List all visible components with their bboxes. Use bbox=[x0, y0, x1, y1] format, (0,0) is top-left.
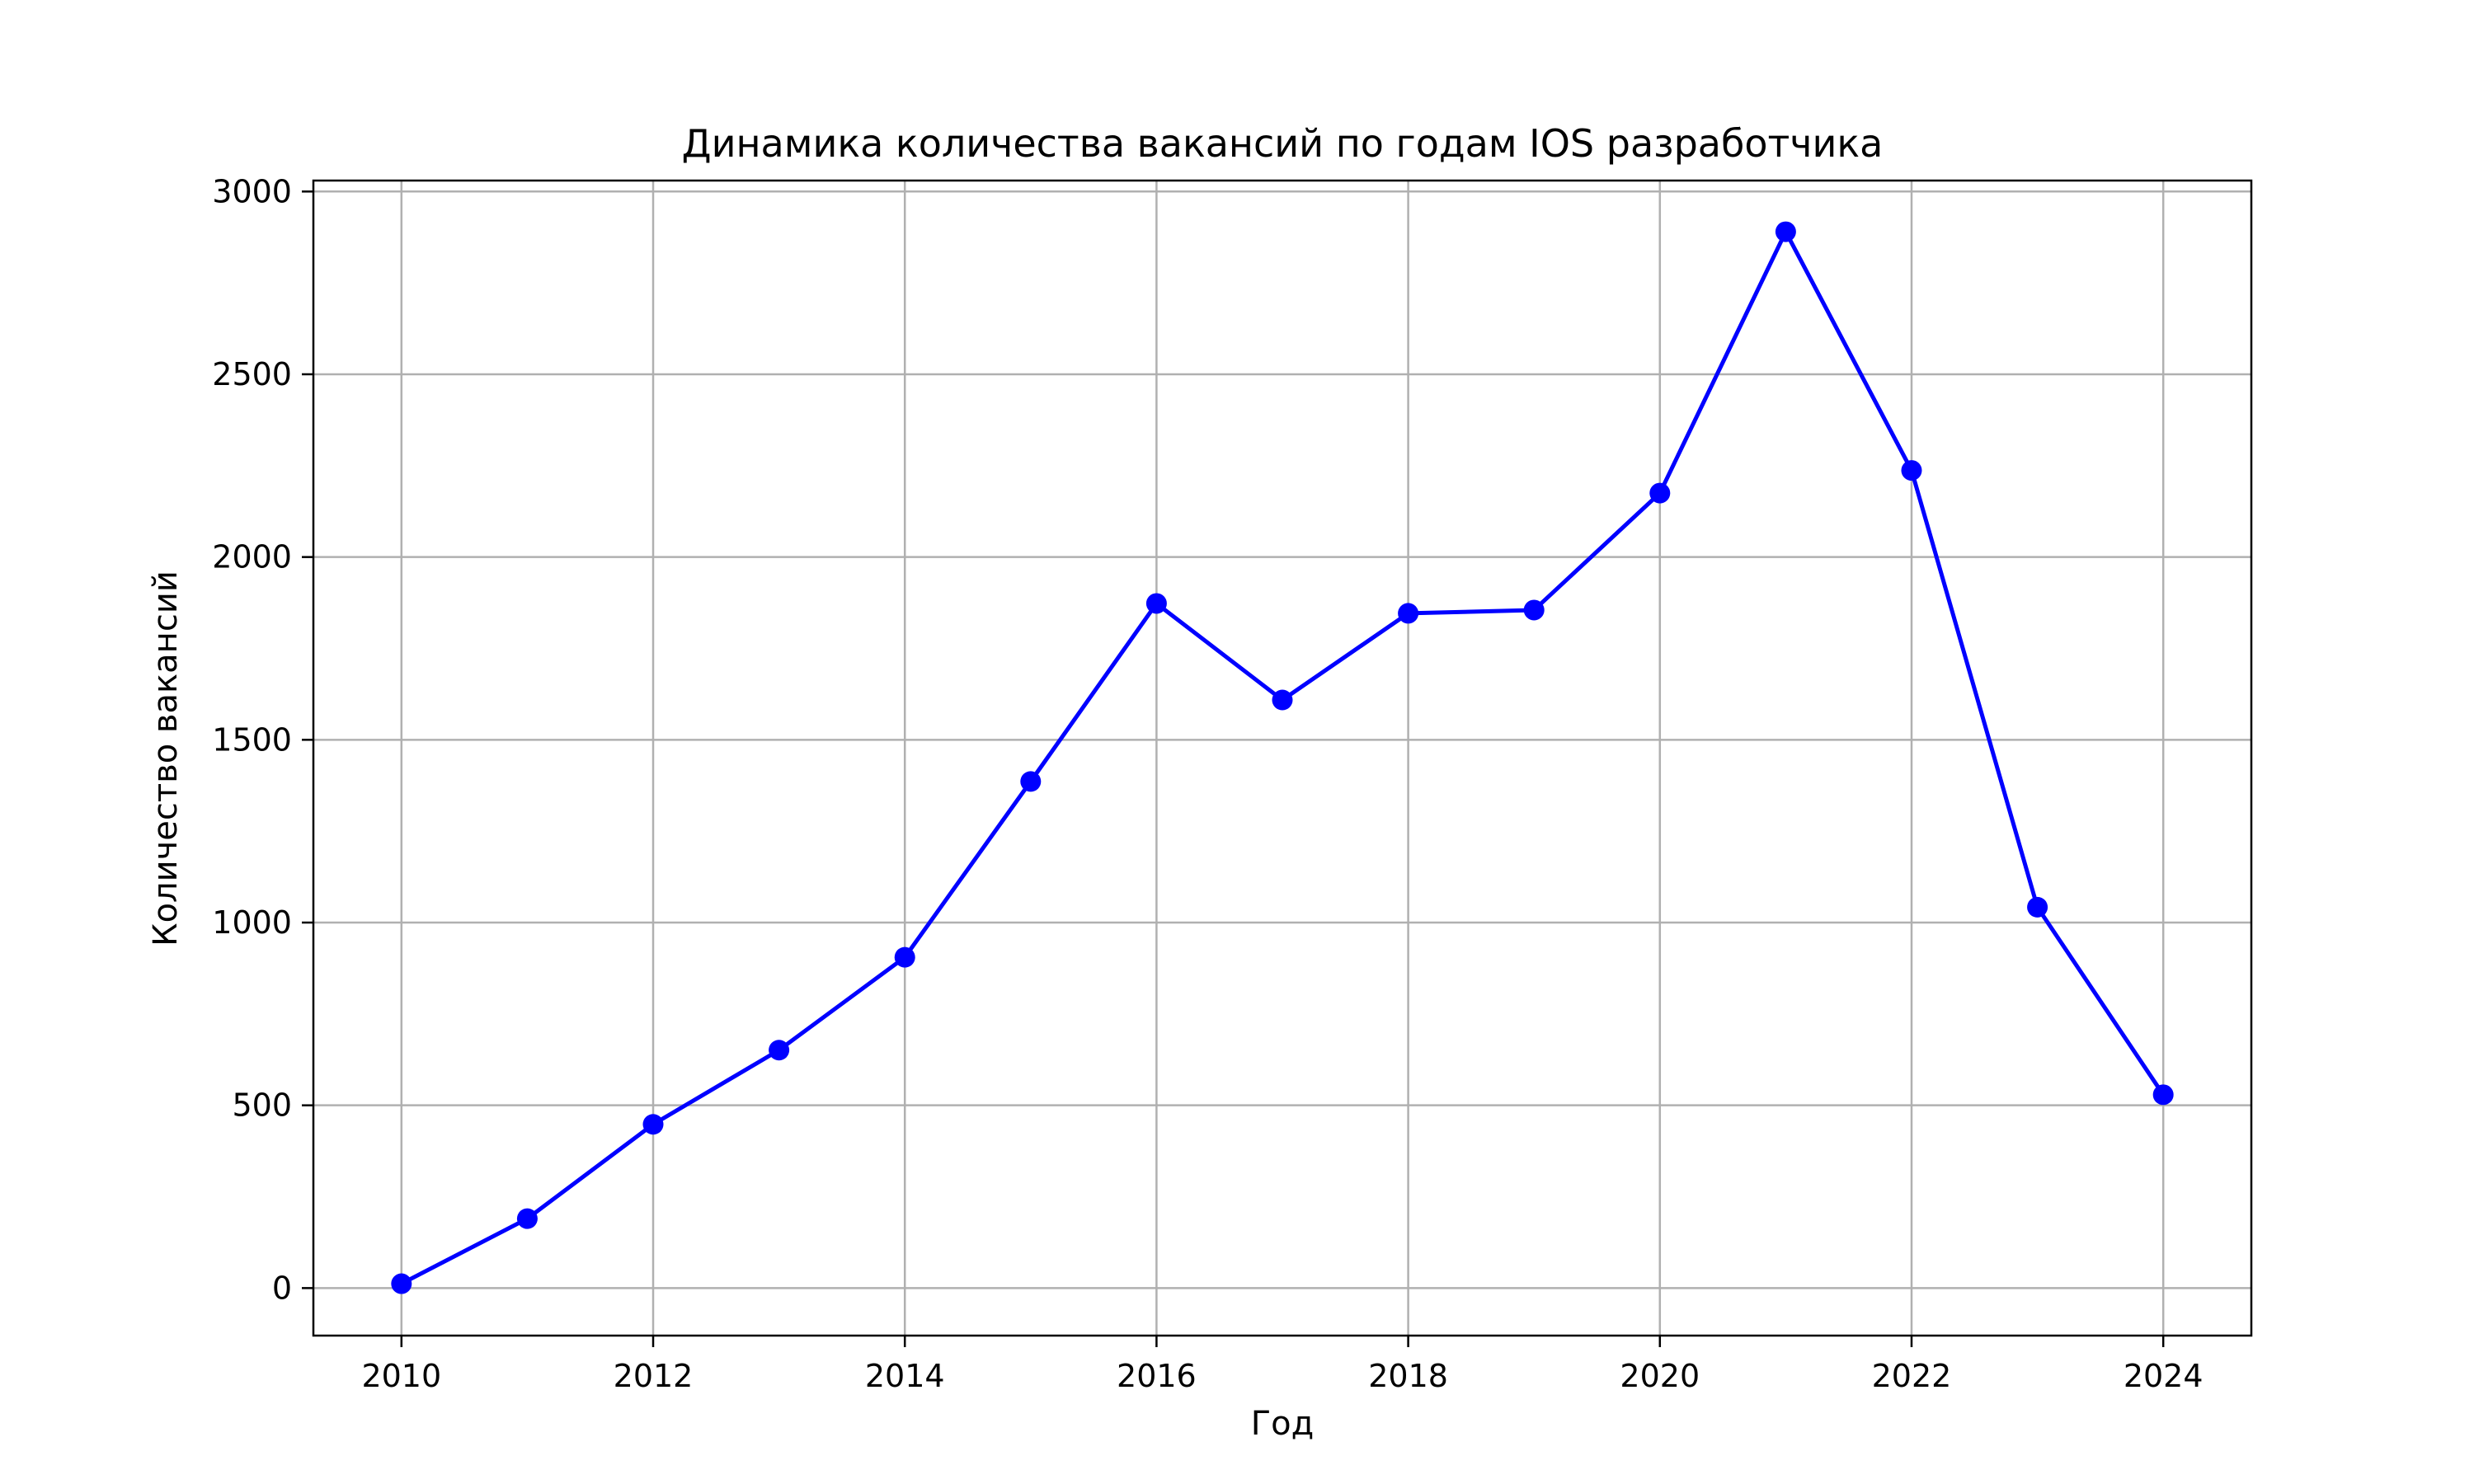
plot-frame bbox=[312, 179, 2253, 1337]
y-axis-label: Количество вакансий bbox=[147, 571, 185, 946]
y-tick-label: 0 bbox=[272, 1270, 292, 1306]
data-point-2013 bbox=[769, 1040, 790, 1061]
data-point-2016 bbox=[1145, 593, 1167, 614]
y-tick-label: 2000 bbox=[212, 539, 292, 575]
data-point-2010 bbox=[391, 1273, 412, 1294]
data-point-2024 bbox=[2152, 1084, 2174, 1106]
x-tick-label: 2022 bbox=[1872, 1358, 1952, 1394]
x-tick-label: 2014 bbox=[865, 1358, 945, 1394]
data-point-2014 bbox=[894, 946, 915, 968]
data-point-2017 bbox=[1272, 689, 1293, 711]
y-tick-label: 1500 bbox=[212, 721, 292, 758]
x-tick-label: 2016 bbox=[1117, 1358, 1197, 1394]
grid bbox=[313, 181, 2251, 1336]
data-point-2011 bbox=[516, 1208, 538, 1229]
x-tick-label: 2020 bbox=[1620, 1358, 1700, 1394]
data-point-2021 bbox=[1775, 221, 1796, 242]
data-point-2020 bbox=[1649, 482, 1671, 504]
data-point-2012 bbox=[642, 1114, 664, 1135]
data-point-2019 bbox=[1523, 599, 1545, 621]
series-layer bbox=[391, 221, 2174, 1294]
data-point-2022 bbox=[1901, 460, 1922, 481]
data-point-2018 bbox=[1398, 603, 1419, 624]
y-tick-label: 3000 bbox=[212, 173, 292, 209]
data-point-2015 bbox=[1020, 771, 1042, 792]
y-tick-label: 2500 bbox=[212, 356, 292, 392]
y-tick-label: 500 bbox=[232, 1087, 292, 1124]
ticks: 2010 2012 2014 2016 2018 2020 2022 2024 0 500 1000… bbox=[212, 173, 2203, 1394]
x-axis-label: Год bbox=[1251, 1405, 1315, 1443]
x-tick-label: 2018 bbox=[1368, 1358, 1448, 1394]
x-tick-label: 2024 bbox=[2124, 1358, 2204, 1394]
data-point-2023 bbox=[2027, 896, 2048, 918]
x-tick-label: 2010 bbox=[361, 1358, 441, 1394]
y-tick-label: 1000 bbox=[212, 904, 292, 941]
chart-title: Динамика количества вакансий по годам IO… bbox=[682, 121, 1884, 166]
series-line bbox=[400, 229, 2166, 1286]
x-tick-label: 2012 bbox=[614, 1358, 694, 1394]
